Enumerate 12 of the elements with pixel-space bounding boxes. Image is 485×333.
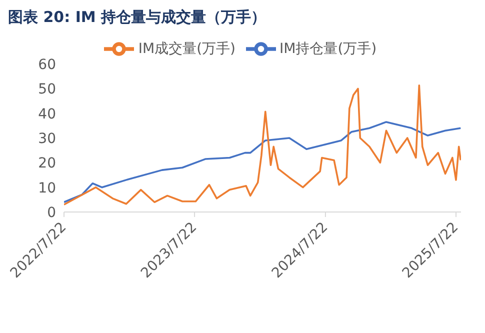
chart-title: 图表 20: IM 持仓量与成交量（万手）	[8, 8, 268, 28]
y-tick-label: 20	[38, 156, 56, 172]
y-tick-label: 60	[38, 56, 56, 73]
line-series	[64, 121, 461, 204]
legend-label: IM成交量(万手)	[138, 40, 236, 57]
y-tick-label: 40	[38, 106, 56, 122]
y-tick-label: 50	[38, 82, 56, 98]
line-series	[64, 84, 461, 206]
y-tick-label: 30	[38, 130, 56, 147]
legend-label: IM持仓量(万手)	[280, 40, 377, 57]
y-tick-label: 10	[38, 180, 56, 196]
y-tick-label: 0	[47, 204, 56, 221]
